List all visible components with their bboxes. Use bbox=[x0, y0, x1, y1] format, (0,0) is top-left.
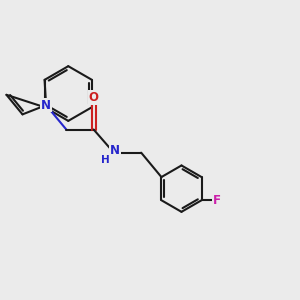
Text: H: H bbox=[101, 155, 110, 165]
Text: O: O bbox=[88, 91, 99, 104]
Text: N: N bbox=[41, 99, 51, 112]
Text: F: F bbox=[212, 194, 220, 207]
Text: N: N bbox=[110, 144, 120, 158]
